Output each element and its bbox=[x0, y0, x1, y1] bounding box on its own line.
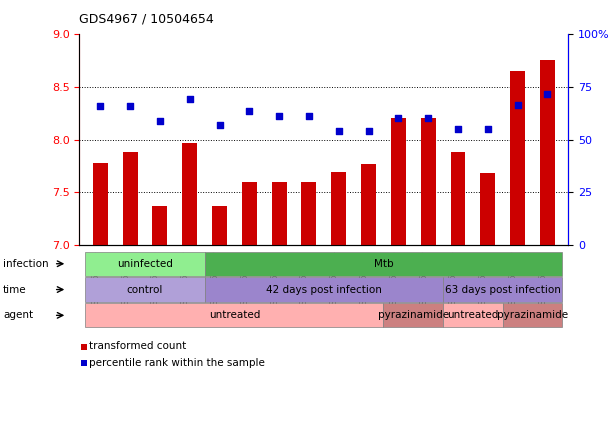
Point bbox=[185, 96, 194, 103]
Bar bbox=[421, 118, 436, 245]
Bar bbox=[480, 173, 495, 245]
Text: percentile rank within the sample: percentile rank within the sample bbox=[89, 357, 265, 368]
Text: 42 days post infection: 42 days post infection bbox=[266, 285, 382, 294]
Bar bbox=[361, 164, 376, 245]
Point bbox=[244, 108, 254, 115]
Bar bbox=[93, 163, 108, 245]
Bar bbox=[123, 152, 137, 245]
Point bbox=[304, 113, 314, 120]
Point bbox=[125, 102, 135, 109]
Text: untreated: untreated bbox=[209, 310, 260, 320]
Point bbox=[334, 128, 343, 135]
Point bbox=[543, 91, 552, 98]
Bar bbox=[540, 60, 555, 245]
Text: time: time bbox=[3, 285, 27, 294]
Bar bbox=[212, 206, 227, 245]
Text: transformed count: transformed count bbox=[89, 341, 186, 352]
Text: untreated: untreated bbox=[447, 310, 499, 320]
Text: control: control bbox=[127, 285, 163, 294]
Point bbox=[155, 117, 165, 124]
Point bbox=[453, 126, 463, 132]
Point bbox=[513, 102, 522, 108]
Text: 63 days post infection: 63 days post infection bbox=[445, 285, 561, 294]
Point bbox=[393, 115, 403, 122]
Bar bbox=[272, 182, 287, 245]
Bar bbox=[182, 143, 197, 245]
Bar bbox=[450, 152, 466, 245]
Text: Mtb: Mtb bbox=[374, 259, 393, 269]
Point bbox=[364, 128, 373, 135]
Bar bbox=[391, 118, 406, 245]
Point bbox=[483, 126, 492, 132]
Point bbox=[95, 102, 105, 109]
Text: agent: agent bbox=[3, 310, 33, 320]
Bar bbox=[331, 172, 346, 245]
Bar bbox=[510, 71, 525, 245]
Text: GDS4967 / 10504654: GDS4967 / 10504654 bbox=[79, 13, 214, 26]
Bar bbox=[301, 182, 316, 245]
Point bbox=[274, 113, 284, 120]
Text: pyrazinamide: pyrazinamide bbox=[497, 310, 568, 320]
Bar bbox=[242, 182, 257, 245]
Point bbox=[423, 115, 433, 122]
Text: uninfected: uninfected bbox=[117, 259, 173, 269]
Text: infection: infection bbox=[3, 259, 49, 269]
Text: pyrazinamide: pyrazinamide bbox=[378, 310, 449, 320]
Point bbox=[214, 121, 224, 128]
Bar bbox=[153, 206, 167, 245]
